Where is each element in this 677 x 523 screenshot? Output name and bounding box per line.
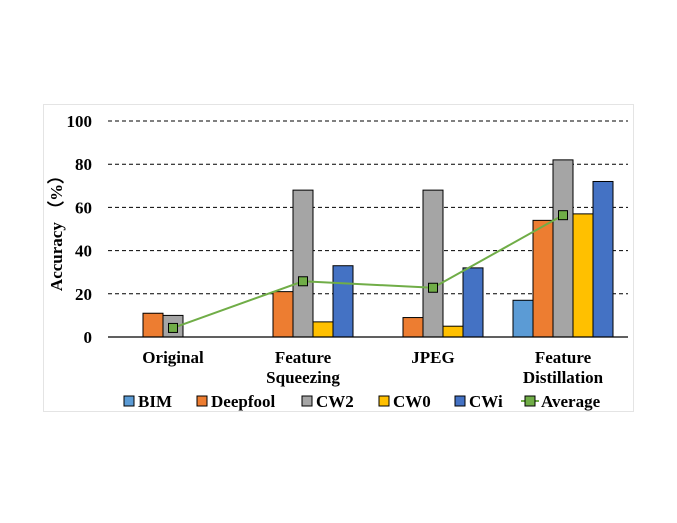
x-category-label: JPEG	[411, 348, 454, 367]
x-category-label: Squeezing	[266, 368, 340, 387]
bar-cw0	[442, 325, 464, 338]
y-tick-label: 60	[75, 198, 92, 217]
y-tick-label: 20	[75, 285, 92, 304]
average-marker	[168, 322, 178, 333]
bar-cw0	[312, 321, 334, 338]
bar-deepfool	[142, 312, 164, 338]
legend-swatch-bim	[123, 395, 135, 407]
bar-cw2	[292, 189, 314, 338]
bar-deepfool	[272, 291, 294, 338]
legend-swatch-cwi	[454, 395, 466, 407]
x-category-label: Distillation	[523, 368, 604, 387]
average-marker	[428, 282, 438, 293]
bar-cwi	[462, 267, 484, 338]
bar-cwi	[592, 180, 614, 338]
y-tick-label: 0	[84, 328, 93, 347]
legend-label: Average	[541, 392, 601, 411]
x-category-label: Original	[142, 348, 204, 367]
legend-swatch-average	[524, 395, 536, 407]
bar-cwi	[332, 265, 354, 338]
legend-label: CWi	[469, 392, 503, 411]
y-axis-title: Accuracy （%）	[46, 167, 66, 291]
average-marker	[558, 210, 568, 221]
bar-cw2	[422, 189, 444, 338]
bar-cw2	[552, 159, 574, 338]
legend-swatch-cw2	[301, 395, 313, 407]
bar-deepfool	[532, 219, 554, 338]
average-line	[172, 214, 564, 329]
y-tick-label: 100	[67, 112, 93, 131]
bar-cw0	[572, 213, 594, 338]
legend-label: CW0	[393, 392, 431, 411]
legend-label: CW2	[316, 392, 354, 411]
legend-swatch-cw0	[378, 395, 390, 407]
x-category-label: Feature	[535, 348, 592, 367]
legend-label: Deepfool	[211, 392, 275, 411]
y-tick-label: 40	[75, 242, 92, 261]
bar-deepfool	[402, 317, 424, 338]
legend-swatch-deepfool	[196, 395, 208, 407]
y-tick-label: 80	[75, 155, 92, 174]
bar-bim	[512, 299, 534, 338]
x-category-label: Feature	[275, 348, 332, 367]
average-marker	[298, 276, 308, 287]
legend-label: BIM	[138, 392, 172, 411]
